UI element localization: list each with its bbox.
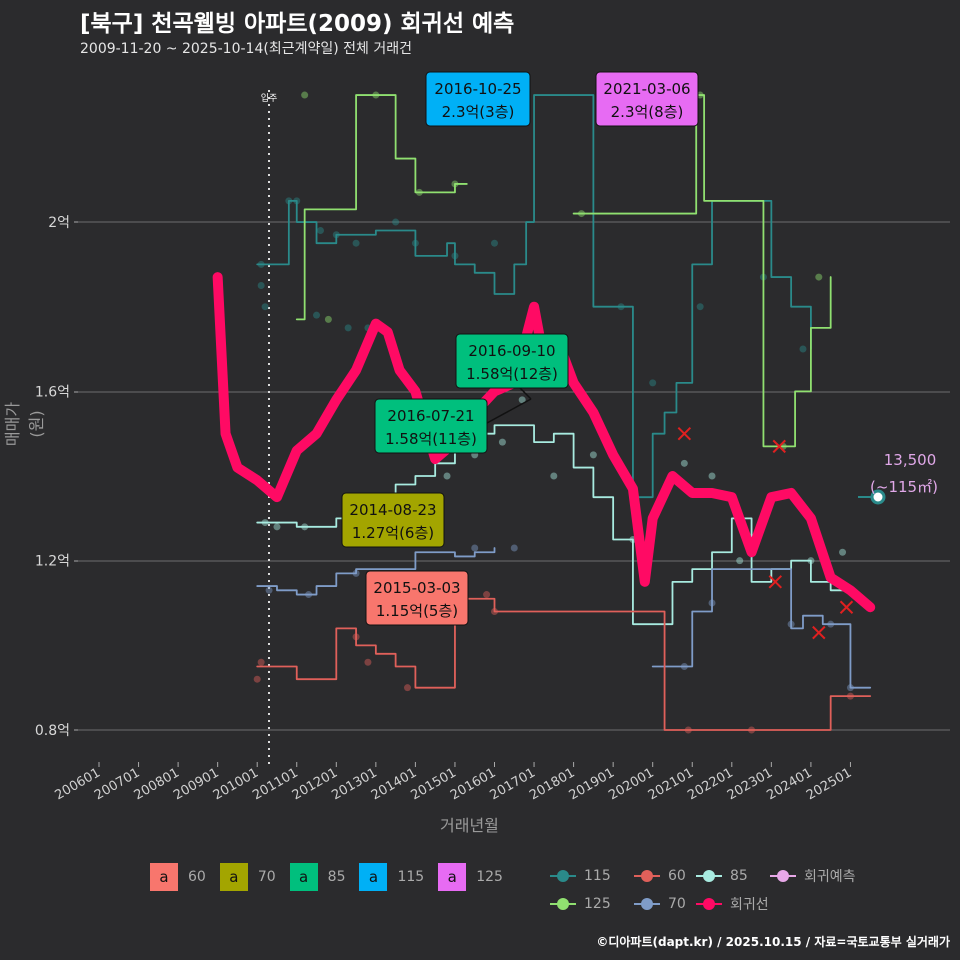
- scatter-points: [253, 91, 854, 734]
- svg-text:0.8억: 0.8억: [35, 723, 70, 739]
- legend-item-prediction: 회귀예측: [770, 866, 890, 886]
- prediction-area: (~115㎡): [870, 478, 938, 496]
- legend-label-60: 60: [188, 869, 206, 885]
- legend-swatch-115: a: [359, 863, 388, 891]
- svg-text:2016-09-10: 2016-09-10: [468, 342, 555, 360]
- legend-item-85: 85: [696, 866, 770, 886]
- legend-swatch-125: a: [438, 863, 467, 891]
- series-lines: [212, 94, 876, 731]
- svg-text:1.2억: 1.2억: [35, 554, 70, 570]
- gridlines: [78, 221, 950, 731]
- legend-line-icon: [696, 897, 722, 911]
- chart-title: [북구] 천곡웰빙 아파트(2009) 회귀선 예측: [80, 11, 515, 37]
- y-tick-labels: 2억 1.6억 1.2억 0.8억: [35, 215, 70, 739]
- legend-swatch-85: a: [289, 863, 318, 891]
- svg-text:2.3억(8층): 2.3억(8층): [611, 103, 684, 121]
- legend-label-70: 70: [257, 869, 276, 885]
- legend-item-125: 125: [550, 894, 634, 914]
- legend-swatch-70: a: [219, 863, 248, 891]
- legend-line-icon: [550, 869, 576, 883]
- legend-item-115: 115: [550, 866, 634, 886]
- legend-swatch-60: a: [150, 863, 178, 891]
- svg-text:1.15억(5층): 1.15억(5층): [376, 602, 458, 620]
- annotations: 2016-10-25 2.3억(3층) 2021-03-06 2.3억(8층) 2016…: [341, 71, 699, 626]
- svg-text:1.6억: 1.6억: [35, 384, 70, 400]
- svg-text:1.58억(11층): 1.58억(11층): [385, 430, 477, 448]
- legend-line-icon: [634, 869, 660, 883]
- legend-max-price: a 60 a 70 a 85 a 115 a 125: [150, 863, 517, 891]
- legend-item-70: 70: [634, 894, 696, 914]
- svg-text:1.27억(6층): 1.27억(6층): [352, 524, 434, 542]
- svg-text:2.3억(3층): 2.3억(3층): [442, 103, 515, 121]
- svg-text:2016-10-25: 2016-10-25: [434, 80, 521, 98]
- legend-series: 115 60 85 회귀예측 125 70 회귀선: [550, 866, 890, 914]
- prediction-point: [870, 489, 886, 505]
- y-axis-title: 매매가(원): [3, 401, 46, 447]
- svg-text:2억: 2억: [48, 215, 70, 231]
- cross-markers: [677, 426, 854, 640]
- legend-label-85: 85: [327, 869, 346, 885]
- legend-item-regression: 회귀선: [696, 894, 770, 914]
- svg-text:2021-03-06: 2021-03-06: [603, 80, 690, 98]
- move-in-label: 입주: [261, 92, 278, 104]
- svg-text:2015-03-03: 2015-03-03: [373, 579, 460, 597]
- svg-text:2016-07-21: 2016-07-21: [387, 407, 474, 425]
- legend-line-icon: [550, 897, 576, 911]
- svg-text:202501: 202501: [804, 765, 854, 803]
- legend-line-icon: [770, 869, 796, 883]
- x-axis-title: 거래년월: [440, 816, 499, 835]
- legend-label-125: 125: [476, 869, 503, 885]
- footer-credit: ©디아파트(dapt.kr) / 2025.10.15 / 자료=국토교통부 실…: [596, 935, 950, 949]
- svg-text:2014-08-23: 2014-08-23: [349, 501, 436, 519]
- legend-line-icon: [634, 897, 660, 911]
- legend-label-115: 115: [397, 869, 425, 885]
- svg-text:1.58억(12층): 1.58억(12층): [466, 365, 558, 383]
- x-ticks: 2006012007012008012009012010012011012012…: [53, 762, 854, 803]
- chart-subtitle: 2009-11-20 ~ 2025-10-14(최근계약일) 전체 거래건: [80, 41, 412, 57]
- legend-item-60: 60: [634, 866, 696, 886]
- prediction-value: 13,500: [884, 451, 937, 469]
- legend-line-icon: [696, 869, 722, 883]
